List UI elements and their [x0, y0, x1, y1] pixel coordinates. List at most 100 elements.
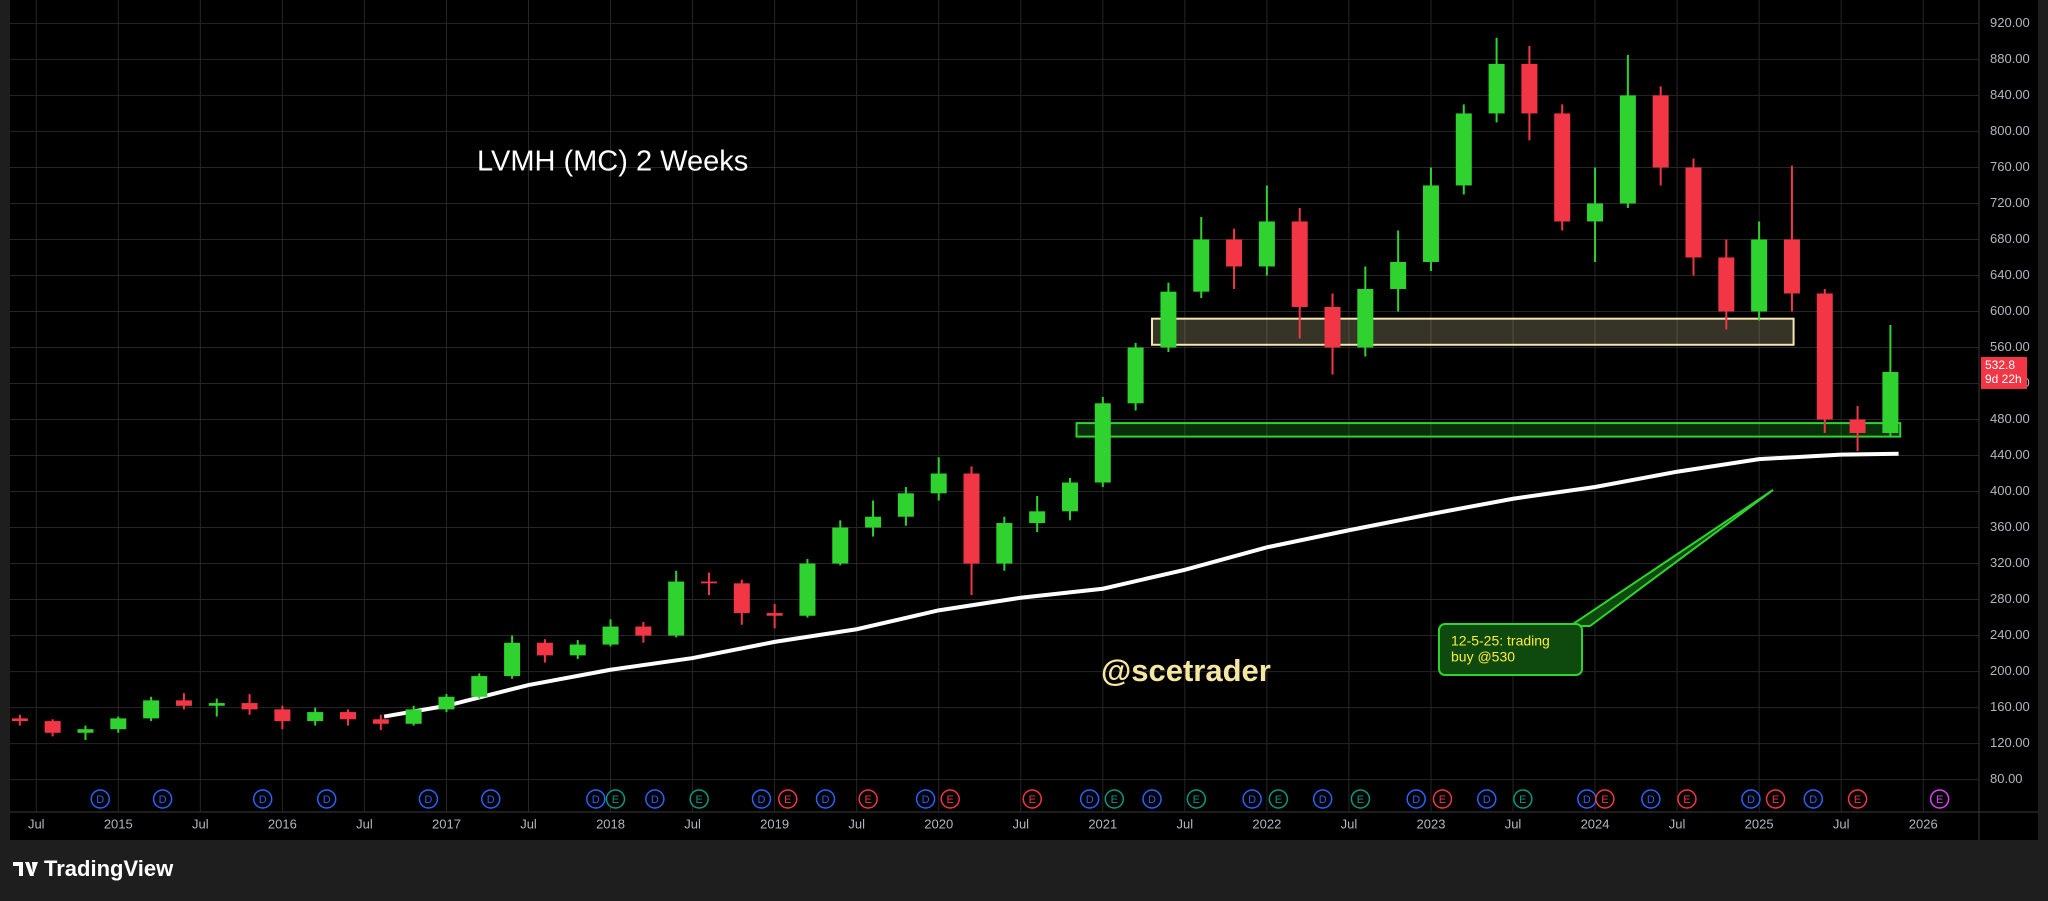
event-marker — [1677, 789, 1697, 809]
y-tick-label: 120.00 — [1990, 735, 2030, 750]
event-label: D — [159, 794, 167, 806]
y-tick-label: 800.00 — [1990, 123, 2030, 138]
x-tick-label: 2026 — [1909, 816, 1938, 831]
y-tick-label: 320.00 — [1990, 555, 2030, 570]
event-label: D — [758, 794, 766, 806]
candle-body — [340, 712, 357, 720]
candle-body — [77, 729, 94, 733]
y-tick-label: 640.00 — [1990, 267, 2030, 282]
event-label: D — [323, 794, 331, 806]
y-tick-label: 560.00 — [1990, 339, 2030, 354]
event-marker — [1513, 789, 1533, 809]
x-tick-label: 2021 — [1088, 816, 1117, 831]
y-tick-label: 760.00 — [1990, 159, 2030, 174]
candle-body — [1160, 291, 1177, 348]
event-marker — [316, 789, 337, 809]
candle-body — [1094, 403, 1111, 483]
x-tick-label: Jul — [1669, 816, 1686, 831]
candle-body — [1324, 306, 1341, 348]
x-tick-label: 2020 — [924, 816, 953, 831]
candle-body — [143, 700, 160, 719]
candle-body — [1554, 113, 1571, 222]
candle-body — [44, 721, 61, 733]
event-label: E — [1772, 794, 1779, 806]
last-price-box — [1981, 356, 2027, 389]
x-tick-label: Jul — [1833, 816, 1850, 831]
candle-body — [536, 642, 553, 656]
event-label: D — [822, 794, 830, 806]
callout-box — [1438, 623, 1583, 676]
candle-body — [733, 583, 750, 614]
y-tick-label: 160.00 — [1990, 699, 2030, 714]
candle-body — [1652, 95, 1669, 168]
event-label: E — [1439, 794, 1446, 806]
event-marker — [1765, 789, 1786, 809]
candle-body — [1226, 239, 1243, 267]
x-tick-label: 2025 — [1745, 816, 1774, 831]
event-marker — [645, 789, 665, 809]
event-label: E — [947, 794, 954, 806]
candle-body — [241, 703, 258, 710]
x-tick-label: Jul — [1341, 816, 1358, 831]
event-marker — [1104, 789, 1125, 809]
candle-body — [569, 644, 586, 656]
event-marker — [858, 789, 878, 809]
event-label: D — [487, 794, 495, 806]
moving-average — [383, 451, 1899, 719]
event-marker — [586, 789, 606, 809]
candle-body — [1882, 371, 1899, 434]
brand-logo — [13, 862, 38, 876]
candle-body — [1193, 239, 1210, 292]
event-label: E — [1519, 794, 1526, 806]
event-marker — [1312, 789, 1333, 809]
logo-icon — [13, 862, 38, 876]
event-marker — [418, 789, 439, 809]
x-tick-label: Jul — [520, 816, 537, 831]
candle-body — [274, 709, 291, 722]
x-tick-label: 2022 — [1252, 816, 1281, 831]
x-tick-label: 2016 — [268, 816, 297, 831]
event-label: E — [1193, 794, 1200, 806]
candle-body — [110, 718, 127, 730]
y-tick-label: 720.00 — [1990, 195, 2030, 210]
event-label: D — [1747, 794, 1755, 806]
candle-body — [1816, 293, 1833, 420]
y-tick-label: 400.00 — [1990, 483, 2030, 498]
candle-body — [1357, 288, 1374, 348]
event-label: E — [1854, 794, 1861, 806]
event-marker — [1929, 789, 1950, 809]
x-tick-label: 2023 — [1417, 816, 1446, 831]
event-marker — [252, 789, 273, 809]
event-label: D — [1248, 794, 1256, 806]
zone — [1075, 422, 1902, 438]
candle-body — [1258, 221, 1275, 267]
event-marker — [815, 789, 836, 809]
callout-text: buy @530 — [1451, 649, 1515, 665]
candle-body — [1685, 167, 1702, 258]
event-label: D — [922, 794, 930, 806]
event-marker — [1186, 789, 1207, 809]
candle-body — [1422, 185, 1439, 262]
event-label: E — [784, 794, 791, 806]
candle-body — [602, 626, 619, 645]
event-marker — [1079, 789, 1100, 809]
event-label: E — [1936, 794, 1943, 806]
candle-body — [1029, 511, 1046, 524]
event-label: D — [259, 794, 267, 806]
event-label: E — [612, 794, 619, 806]
y-tick-label: 480.00 — [1990, 411, 2030, 426]
x-tick-label: Jul — [848, 816, 865, 831]
x-tick-label: Jul — [1177, 816, 1194, 831]
candle-body — [438, 696, 455, 710]
candle-body — [175, 700, 192, 706]
event-label: E — [1683, 794, 1690, 806]
event-marker — [1350, 789, 1371, 809]
event-label: E — [864, 794, 871, 806]
candle-body — [208, 703, 225, 706]
event-marker — [1406, 789, 1426, 809]
candle-body — [1291, 221, 1308, 307]
x-tick-label: Jul — [192, 816, 209, 831]
chart-title: LVMH (MC) 2 Weeks — [477, 146, 748, 178]
